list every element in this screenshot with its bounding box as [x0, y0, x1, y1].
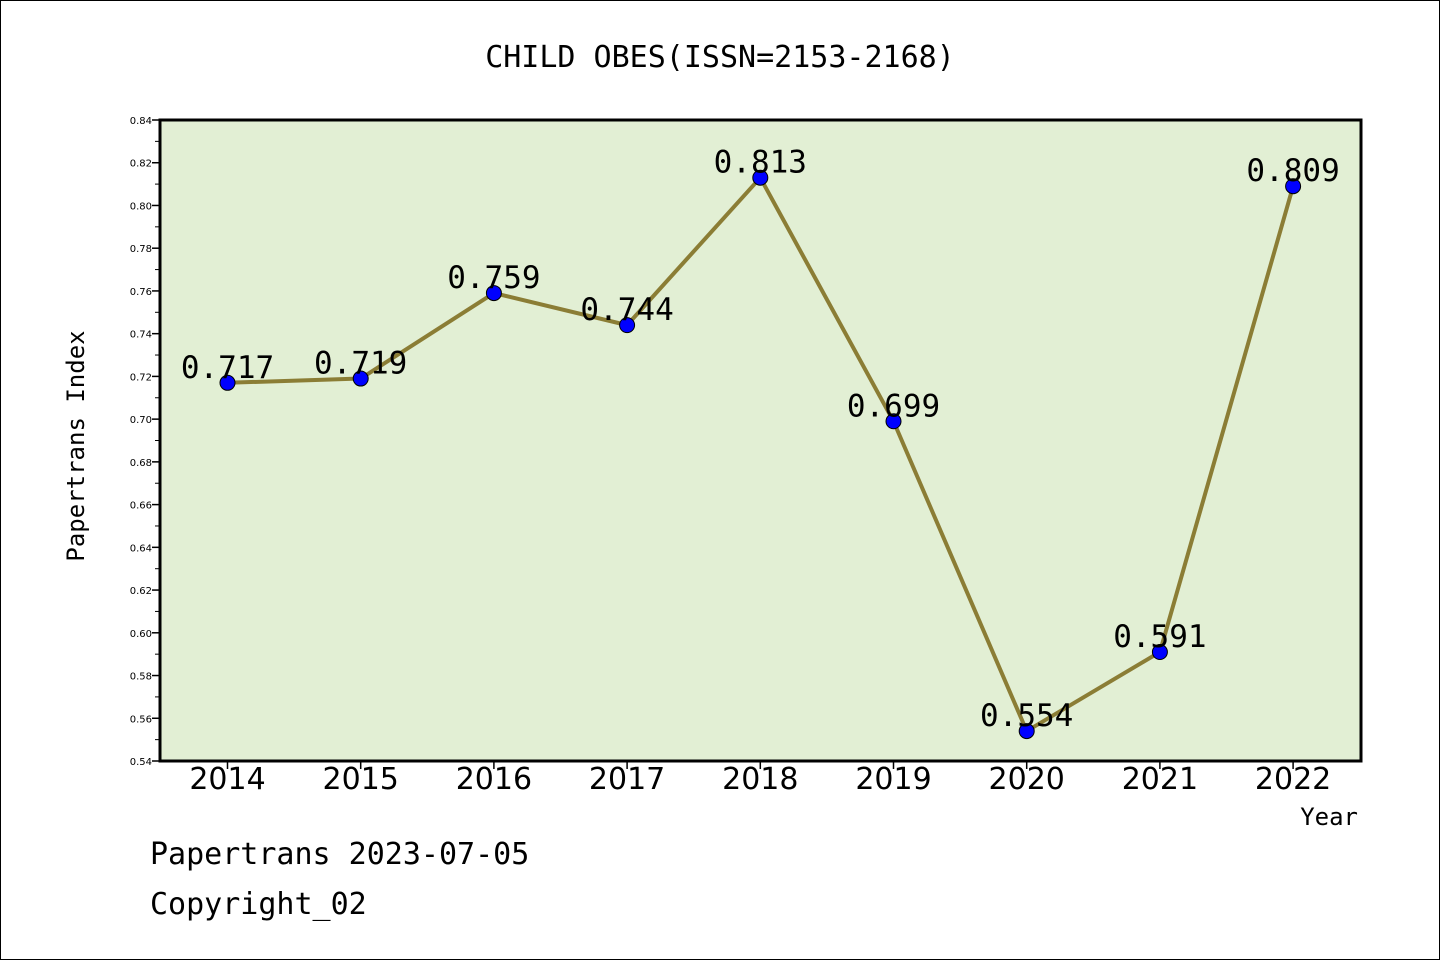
data-label: 0.554 [980, 698, 1073, 734]
x-tick-label: 2022 [1255, 762, 1331, 797]
y-tick-label: 0.82 [130, 159, 152, 170]
data-labels: 0.717 0.719 0.759 0.744 0.813 0.699 0.554 0.591… [181, 145, 1340, 734]
chart-title: CHILD OBES(ISSN=2153-2168) [485, 40, 955, 75]
data-markers [219, 169, 1302, 740]
data-label: 0.719 [314, 346, 407, 382]
data-label: 0.699 [847, 388, 940, 424]
y-tick-label: 0.60 [130, 629, 152, 640]
data-point [219, 374, 236, 391]
y-tick-label: 0.74 [130, 330, 152, 341]
data-point [1285, 178, 1302, 195]
y-axis-label: Papertrans Index [62, 330, 90, 561]
footer-copyright: Copyright_02 [150, 887, 367, 922]
data-point [1018, 723, 1035, 740]
y-tick-label: 0.72 [130, 372, 152, 383]
x-axis: 2014 2015 2016 2017 2018 2019 2020 2021 2022 [189, 761, 1331, 797]
y-tick-label: 0.56 [130, 714, 152, 725]
data-label: 0.813 [714, 145, 807, 181]
x-tick-label: 2018 [722, 762, 798, 797]
data-label: 0.809 [1246, 153, 1339, 189]
x-tick-label: 2017 [589, 762, 665, 797]
y-tick-label: 0.68 [130, 458, 152, 469]
y-tick-label: 0.58 [130, 672, 152, 683]
y-tick-label: 0.70 [130, 415, 152, 426]
x-axis-label: Year [1300, 803, 1358, 831]
y-tick-label: 0.66 [130, 501, 152, 512]
x-tick-label: 2021 [1122, 762, 1198, 797]
x-tick-label: 2019 [855, 762, 931, 797]
y-tick-label: 0.84 [130, 116, 152, 127]
y-tick-label: 0.76 [130, 287, 152, 298]
data-point [352, 370, 369, 387]
data-point [885, 413, 902, 430]
data-point [485, 285, 502, 302]
x-tick-label: 2015 [323, 762, 399, 797]
data-label: 0.759 [447, 260, 540, 296]
y-axis: 0.54 0.56 0.58 0.60 0.62 0.64 0.66 0.68 0.70 0.72… [130, 116, 160, 768]
footer-stamp: Papertrans 2023-07-05 [150, 837, 529, 872]
y-tick-label: 0.80 [130, 201, 152, 212]
y-tick-label: 0.54 [130, 757, 152, 768]
data-point [752, 169, 769, 186]
x-tick-label: 2014 [189, 762, 265, 797]
y-tick-label: 0.78 [130, 244, 152, 255]
data-point [1151, 644, 1168, 661]
data-label: 0.591 [1113, 619, 1206, 655]
y-tick-label: 0.64 [130, 543, 152, 554]
x-tick-label: 2020 [989, 762, 1065, 797]
data-label: 0.717 [181, 350, 274, 386]
plot-area [158, 118, 1363, 763]
data-point [619, 317, 636, 334]
data-label: 0.744 [580, 292, 673, 328]
y-tick-label: 0.62 [130, 586, 152, 597]
x-tick-label: 2016 [456, 762, 532, 797]
